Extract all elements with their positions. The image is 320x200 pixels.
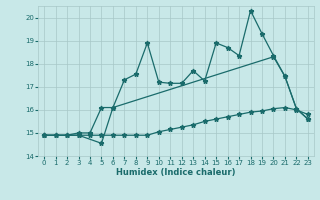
X-axis label: Humidex (Indice chaleur): Humidex (Indice chaleur) (116, 168, 236, 177)
